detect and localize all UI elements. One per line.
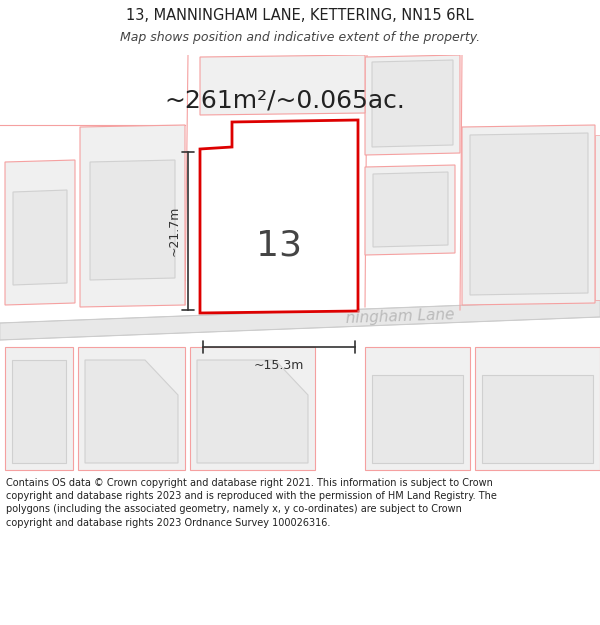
Polygon shape xyxy=(13,190,67,285)
Polygon shape xyxy=(85,360,178,463)
Text: ningham Lane: ningham Lane xyxy=(345,308,454,326)
Polygon shape xyxy=(5,347,73,470)
Polygon shape xyxy=(12,360,66,463)
Text: 13: 13 xyxy=(256,228,302,262)
Polygon shape xyxy=(365,55,460,155)
Text: 13, MANNINGHAM LANE, KETTERING, NN15 6RL: 13, MANNINGHAM LANE, KETTERING, NN15 6RL xyxy=(126,8,474,22)
Polygon shape xyxy=(0,300,600,340)
Polygon shape xyxy=(365,165,455,255)
Polygon shape xyxy=(595,135,600,300)
Polygon shape xyxy=(200,55,365,115)
Text: ~21.7m: ~21.7m xyxy=(168,206,181,256)
Polygon shape xyxy=(197,360,308,463)
Polygon shape xyxy=(482,375,593,463)
Polygon shape xyxy=(372,60,453,147)
Text: Map shows position and indicative extent of the property.: Map shows position and indicative extent… xyxy=(120,31,480,44)
Polygon shape xyxy=(470,133,588,295)
Text: ~15.3m: ~15.3m xyxy=(254,359,304,372)
Polygon shape xyxy=(365,347,470,470)
Text: ~261m²/~0.065ac.: ~261m²/~0.065ac. xyxy=(164,88,406,112)
Polygon shape xyxy=(475,347,600,470)
Polygon shape xyxy=(80,125,185,307)
Polygon shape xyxy=(372,375,463,463)
Polygon shape xyxy=(462,125,595,305)
Polygon shape xyxy=(90,160,175,280)
Polygon shape xyxy=(200,120,358,313)
Polygon shape xyxy=(373,172,448,247)
Polygon shape xyxy=(5,160,75,305)
Text: Contains OS data © Crown copyright and database right 2021. This information is : Contains OS data © Crown copyright and d… xyxy=(6,478,497,528)
Polygon shape xyxy=(215,175,342,297)
Polygon shape xyxy=(78,347,185,470)
Polygon shape xyxy=(190,347,315,470)
